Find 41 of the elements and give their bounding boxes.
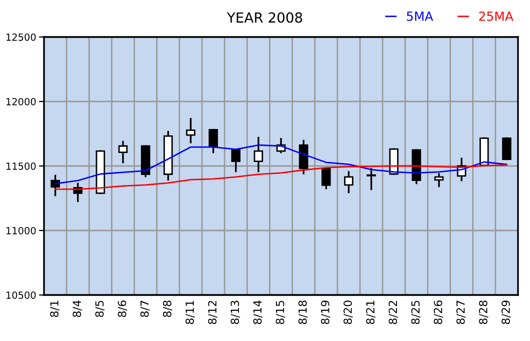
x-tick-label: 8/28 — [478, 300, 488, 324]
x-tick-label: 8/29 — [502, 300, 511, 324]
candlestick — [366, 168, 376, 190]
x-tick-label: 8/13 — [230, 300, 240, 324]
candlestick — [186, 118, 196, 144]
x-tick-label: 8/1 — [50, 300, 60, 317]
x-tick-label: 8/6 — [118, 300, 128, 317]
legend-label: 5MA — [406, 12, 434, 21]
x-tick-label: 8/22 — [388, 300, 398, 324]
candlestick — [118, 140, 128, 164]
y-tick-label: 11000 — [6, 226, 36, 234]
legend-label: 25MA — [479, 11, 514, 21]
x-tick-label: 8/14 — [253, 300, 263, 324]
x-tick-label: 8/7 — [140, 300, 150, 317]
candlestick — [298, 140, 308, 174]
x-tick-label: 8/15 — [276, 300, 286, 324]
x-tick-label: 8/20 — [344, 300, 353, 324]
x-tick-label: 8/21 — [366, 300, 376, 324]
y-tick-label: 11500 — [6, 162, 36, 170]
y-tick-label: 10500 — [6, 291, 36, 299]
candlestick — [231, 148, 240, 172]
candlestick — [50, 174, 60, 196]
candlestick — [322, 167, 331, 190]
x-tick-label: 8/4 — [72, 300, 82, 317]
x-tick-label: 8/5 — [95, 300, 105, 317]
candlestick — [434, 173, 444, 188]
x-tick-label: 8/18 — [298, 300, 308, 324]
y-tick-label: 12500 — [6, 33, 36, 41]
x-tick-label: 8/26 — [434, 300, 444, 324]
chart-title: YEAR 2008 — [226, 12, 302, 23]
candlestick — [208, 128, 218, 154]
x-tick-label: 8/27 — [456, 300, 466, 324]
candlestick — [344, 171, 354, 194]
x-tick-label: 8/19 — [320, 300, 330, 324]
candlestick — [254, 136, 264, 172]
y-tick-label: 12000 — [6, 98, 36, 106]
x-tick-label: 8/25 — [411, 300, 421, 324]
x-tick-label: 8/11 — [186, 300, 195, 324]
candlestick — [502, 137, 512, 160]
x-tick-label: 8/12 — [208, 300, 218, 324]
x-tick-label: 8/8 — [162, 300, 172, 317]
